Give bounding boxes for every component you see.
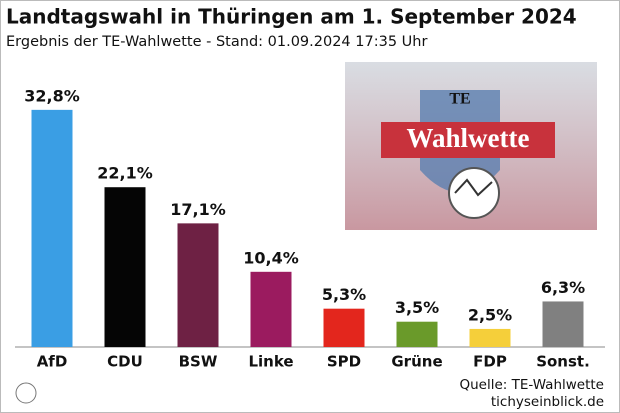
x-tick-label: Sonst. bbox=[536, 353, 590, 371]
x-tick-label: FDP bbox=[473, 353, 507, 371]
icon bbox=[448, 167, 500, 219]
value-label: 2,5% bbox=[468, 305, 512, 324]
x-tick-label: AfD bbox=[37, 353, 68, 371]
chart-subtitle: Ergebnis der TE-Wahlwette - Stand: 01.09… bbox=[6, 34, 427, 50]
value-label: 3,5% bbox=[395, 298, 439, 317]
logo bbox=[15, 382, 37, 404]
source: Quelle: TE-Wahlwette bbox=[459, 377, 604, 393]
icon-line bbox=[454, 178, 493, 197]
x-tick-label: SPD bbox=[327, 353, 361, 371]
bar bbox=[177, 223, 219, 347]
bar bbox=[104, 187, 146, 347]
value-label: 22,1% bbox=[97, 164, 153, 183]
x-tick-label: Linke bbox=[248, 353, 293, 371]
x-tick-label: BSW bbox=[179, 353, 218, 371]
illustration: TE Wahlwette bbox=[345, 62, 597, 230]
value-label: 17,1% bbox=[170, 200, 226, 219]
bar bbox=[469, 328, 511, 347]
value-label: 10,4% bbox=[243, 248, 299, 267]
image-text: Wahlwette bbox=[407, 123, 530, 153]
bar bbox=[250, 271, 292, 347]
chart-title: Landtagswahl in Thüringen am 1. Septembe… bbox=[6, 5, 577, 29]
x-tick-label: CDU bbox=[107, 353, 143, 371]
bar bbox=[323, 308, 365, 347]
website: tichyseinblick.de bbox=[491, 394, 604, 410]
image-text: TE bbox=[449, 91, 470, 108]
x-tick-label: Grüne bbox=[391, 353, 442, 371]
bar bbox=[542, 301, 584, 347]
bar bbox=[31, 109, 73, 347]
banner bbox=[381, 122, 555, 158]
value-label: 32,8% bbox=[24, 86, 80, 105]
value-label: 5,3% bbox=[322, 285, 366, 304]
value-label: 6,3% bbox=[541, 278, 585, 297]
bar bbox=[396, 321, 438, 347]
